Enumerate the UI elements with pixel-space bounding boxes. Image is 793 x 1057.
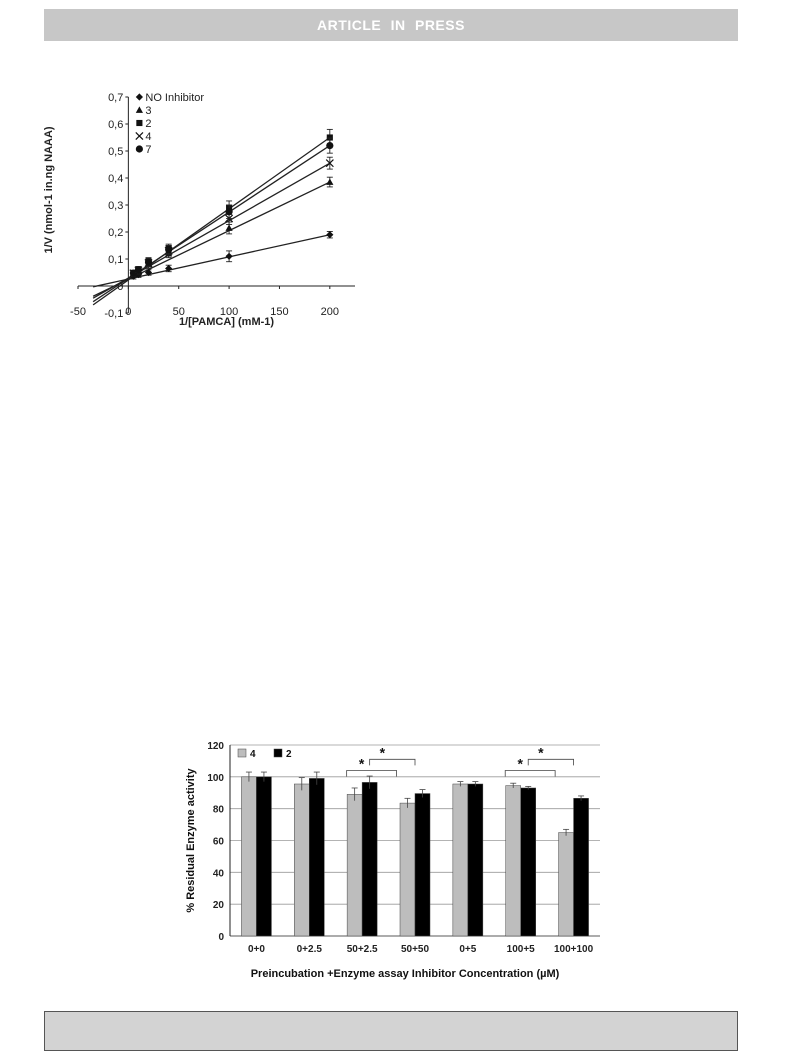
significance-bracket xyxy=(346,770,397,777)
legend-marker-cross xyxy=(135,131,144,141)
data-point-diamond xyxy=(144,268,153,277)
y-tick-label: 60 xyxy=(213,837,225,848)
article-in-press-banner: ARTICLE IN PRESS xyxy=(44,9,738,41)
y-tick-label: 0,1 xyxy=(108,254,123,266)
data-point-diamond xyxy=(165,264,173,273)
bar-4 xyxy=(399,802,416,937)
data-point-triangle xyxy=(225,224,233,231)
banner-text: ARTICLE IN PRESS xyxy=(317,17,465,33)
significance-star: * xyxy=(380,744,386,760)
y-tick-label: 0,6 xyxy=(108,119,123,131)
y-axis-title: % Residual Enzyme activity xyxy=(185,767,197,912)
significance-star: * xyxy=(517,755,523,771)
category-label: 50+50 xyxy=(401,944,430,955)
data-point-diamond xyxy=(225,252,233,260)
bar-2 xyxy=(467,783,484,937)
y-tick-label: 0,3 xyxy=(108,200,123,212)
legend-swatch xyxy=(237,748,247,758)
legend-marker-circle xyxy=(135,145,143,153)
y-axis-title: 1/V (nmol-1 in.ng NAAA) xyxy=(43,126,55,253)
y-tick-label: 0 xyxy=(117,281,123,293)
x-tick-label: 0 xyxy=(125,306,131,318)
bar-4 xyxy=(294,783,310,937)
legend-marker-diamond xyxy=(135,93,143,101)
x-axis-title: 1/[PAMCA] (mM-1) xyxy=(179,316,274,328)
data-point-circle xyxy=(134,266,143,274)
bar-2 xyxy=(309,778,325,937)
x-tick-label: 150 xyxy=(270,306,288,318)
category-label: 100+100 xyxy=(554,944,594,955)
category-label: 50+2.5 xyxy=(347,944,378,955)
y-tick-label: 120 xyxy=(207,741,224,752)
x-tick-label: 100 xyxy=(220,306,238,318)
y-tick-label: 100 xyxy=(207,773,224,784)
legend-label: 3 xyxy=(145,105,151,117)
y-tick-label: -0,1 xyxy=(104,308,123,320)
x-tick-label: -50 xyxy=(70,306,86,318)
legend-label: 2 xyxy=(145,118,151,130)
bar-2 xyxy=(414,793,431,937)
data-point-square xyxy=(326,134,333,141)
legend-label: 4 xyxy=(250,749,256,760)
data-point-cross xyxy=(325,159,334,168)
category-label: 100+5 xyxy=(507,944,536,955)
y-tick-label: 0,7 xyxy=(108,92,123,104)
legend-label: 7 xyxy=(145,144,151,156)
bar-2 xyxy=(520,787,536,937)
data-point-circle xyxy=(144,258,153,266)
category-label: 0+2.5 xyxy=(297,944,323,955)
legend-marker-triangle xyxy=(135,106,143,113)
legend-label: 2 xyxy=(286,749,292,760)
data-point-diamond xyxy=(326,231,334,239)
lineweaver-burk-plot: -0,100,10,20,30,40,50,60,7-50 0 50 100 150 20… xyxy=(43,92,355,328)
x-tick-label: 50 xyxy=(173,306,185,318)
data-point-circle xyxy=(165,245,173,254)
footer-box xyxy=(44,1011,738,1051)
y-tick-label: 0 xyxy=(218,932,224,943)
bar-4 xyxy=(241,776,257,937)
significance-bracket xyxy=(369,758,416,766)
bar-4 xyxy=(452,783,469,937)
y-tick-label: 0,2 xyxy=(108,227,123,239)
bar-4 xyxy=(346,794,363,937)
x-axis-title: Preincubation +Enzyme assay Inhibitor Co… xyxy=(251,968,560,980)
significance-star: * xyxy=(538,744,544,760)
category-label: 0+0 xyxy=(248,944,265,955)
legend-label: NO Inhibitor xyxy=(145,92,204,104)
significance-bracket xyxy=(504,770,556,777)
bar-4 xyxy=(558,832,574,937)
legend-label: 4 xyxy=(145,131,151,143)
significance-star: * xyxy=(359,755,365,771)
significance-bracket xyxy=(527,758,574,766)
bar-2 xyxy=(256,776,272,937)
data-point-circle xyxy=(225,208,233,216)
y-tick-label: 20 xyxy=(213,900,225,911)
legend-swatch xyxy=(273,748,283,758)
x-tick-label: 200 xyxy=(321,306,339,318)
residual-activity-bar-chart: 0 20 40 60 80 100 120 0+0 0+2.5 50+2.5 50+50 0+5 100… xyxy=(185,741,600,980)
y-tick-label: 0,5 xyxy=(108,146,123,158)
category-label: 0+5 xyxy=(459,944,476,955)
y-tick-label: 40 xyxy=(213,868,225,879)
bar-2 xyxy=(573,798,589,937)
bar-4 xyxy=(505,785,521,937)
y-tick-label: 80 xyxy=(213,805,225,816)
bar-2 xyxy=(361,782,378,937)
y-tick-label: 0,4 xyxy=(108,173,123,185)
legend-marker-square xyxy=(136,119,143,127)
data-point-circle xyxy=(326,142,334,150)
data-point-triangle xyxy=(326,178,334,185)
